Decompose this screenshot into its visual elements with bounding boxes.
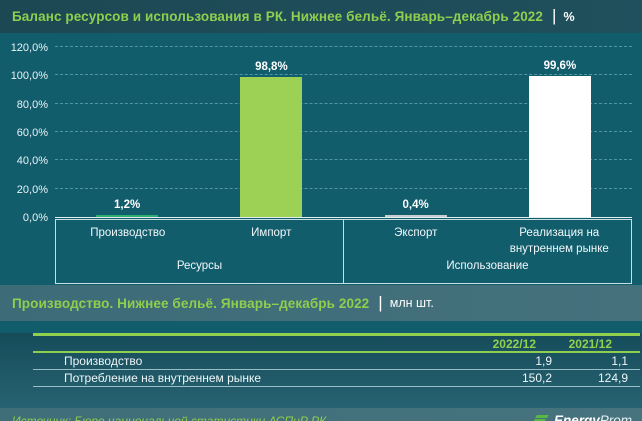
gridline — [55, 46, 632, 47]
chart-bar — [384, 214, 447, 217]
y-axis-tick-label: 60,0% — [16, 127, 48, 139]
y-axis-tick-label: 20,0% — [16, 183, 48, 196]
balance-bar-chart: 1,2% 98,8% 0,4% 99,6% Производство Импорт Р… — [0, 33, 642, 285]
group-resources: Производство Импорт Ресурсы — [56, 220, 343, 283]
row-label: Производство — [64, 354, 143, 368]
table-title-bar: Производство. Нижнее бельё. Январь–декаб… — [0, 285, 642, 321]
row-value: 1,1 — [611, 354, 628, 368]
row-label: Потребление на внутреннем рынке — [64, 371, 262, 385]
category-label: Экспорт — [394, 227, 438, 239]
title-separator: | — [552, 6, 557, 25]
chart-unit: % — [563, 9, 575, 24]
chart-bar — [528, 75, 591, 217]
chart-bar — [240, 77, 303, 217]
table-row: Производство 1,9 1,1 — [33, 353, 640, 370]
group-label: Ресурсы — [176, 260, 223, 272]
energyprom-logo[interactable]: Energy Prom — [532, 413, 632, 421]
table-row: Потребление на внутреннем рынке 150,2 124,… — [33, 370, 640, 387]
gridline — [55, 131, 632, 132]
chart-title: Баланс ресурсов и использования в РК. Ни… — [12, 9, 544, 24]
chart-bar — [96, 214, 159, 217]
bar-value-label: 1,2% — [114, 198, 141, 211]
bar-value-label: 99,6% — [543, 59, 577, 72]
logo-text-bold: Energy — [553, 413, 600, 421]
footer: Источник: Бюро национальной статистики А… — [0, 408, 642, 421]
plot-area: 1,2% 98,8% 0,4% 99,6% — [55, 46, 632, 218]
chart-title-bar: Баланс ресурсов и использования в РК. Ни… — [0, 0, 642, 33]
y-axis-tick-label: 100,0% — [10, 70, 48, 83]
table-unit: млн шт. — [389, 296, 434, 310]
column-header: 2021/12 — [568, 336, 612, 351]
bar-value-label: 0,4% — [402, 198, 429, 211]
gridline — [55, 159, 632, 161]
source-text: Источник: Бюро национальной статистики А… — [12, 413, 327, 421]
bar-value-label: 98,8% — [255, 61, 288, 74]
category-label: Импорт — [251, 227, 292, 239]
column-header: 2022/12 — [492, 336, 536, 351]
table-title: Производство. Нижнее бельё. Январь–декаб… — [12, 295, 370, 311]
group-label: Использование — [446, 260, 529, 272]
y-axis-tick-label: 120,0% — [10, 42, 48, 54]
row-value: 124,9 — [597, 371, 628, 385]
category-label: Реализация на внутреннем рынке — [509, 227, 609, 255]
group-usage: Экспорт Реализация на внутреннем рынке И… — [343, 220, 631, 283]
production-table-section: 2022/12 2021/12 Производство 1,9 1,1 Потреб… — [0, 333, 642, 408]
y-axis-tick-label: 80,0% — [16, 98, 48, 111]
table-header-row: 2022/12 2021/12 — [33, 333, 640, 353]
production-table: 2022/12 2021/12 Производство 1,9 1,1 Потреб… — [33, 333, 640, 387]
row-value: 150,2 — [521, 371, 552, 385]
table-body: Производство 1,9 1,1 Потребление на внутрен… — [33, 353, 640, 387]
row-value: 1,9 — [535, 354, 552, 368]
gridline — [55, 187, 632, 189]
energyprom-logo-icon — [532, 415, 549, 421]
y-axis-tick-label: 40,0% — [16, 155, 48, 168]
category-axis-box: Производство Импорт Ресурсы Экспорт Реал… — [55, 219, 632, 284]
category-label: Производство — [90, 227, 166, 239]
gridline — [55, 74, 632, 76]
gridline — [55, 102, 632, 104]
logo-text-regular: Prom — [599, 413, 632, 421]
y-axis-tick-label: 0,0% — [22, 212, 48, 224]
table-title-separator: | — [378, 292, 383, 312]
